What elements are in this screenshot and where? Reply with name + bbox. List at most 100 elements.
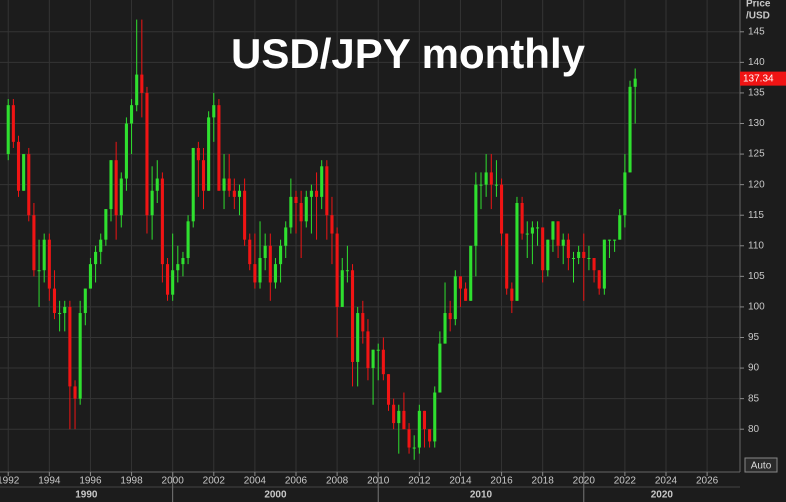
x-tick-label: 2012 bbox=[408, 476, 431, 487]
candle-body bbox=[500, 184, 504, 234]
candle-body bbox=[58, 313, 62, 315]
x-tick-label: 2026 bbox=[696, 476, 719, 487]
candle-body bbox=[602, 239, 606, 289]
candle-body bbox=[124, 123, 128, 179]
decade-label: 2000 bbox=[264, 490, 287, 501]
y-axis-title: Price bbox=[746, 0, 771, 10]
candle-body bbox=[212, 105, 216, 118]
candle-body bbox=[160, 178, 164, 265]
candle-body bbox=[176, 264, 180, 271]
candle-body bbox=[243, 190, 247, 240]
candle-body bbox=[268, 245, 272, 283]
candle-body bbox=[376, 349, 380, 351]
candle-body bbox=[263, 245, 267, 259]
x-tick-label: 1994 bbox=[38, 476, 61, 487]
candle-body bbox=[258, 258, 262, 283]
candle-body bbox=[397, 410, 401, 424]
candle-body bbox=[633, 78, 637, 87]
candle-body bbox=[88, 264, 92, 289]
x-tick-label: 2002 bbox=[203, 476, 226, 487]
last-price-label: 137.34 bbox=[743, 73, 774, 84]
x-tick-label: 1992 bbox=[0, 476, 20, 487]
candle-body bbox=[623, 172, 627, 216]
candle-body bbox=[458, 276, 462, 289]
y-tick-label: 140 bbox=[748, 57, 765, 68]
candle-body bbox=[42, 239, 46, 271]
candle-body bbox=[279, 245, 283, 265]
y-tick-label: 115 bbox=[748, 210, 764, 221]
y-tick-label: 100 bbox=[748, 302, 765, 313]
x-tick-label: 2014 bbox=[449, 476, 472, 487]
candle-body bbox=[191, 147, 195, 222]
candle-body bbox=[525, 233, 529, 235]
candle-body bbox=[417, 410, 421, 448]
candle-body bbox=[530, 227, 534, 234]
candle-body bbox=[592, 258, 596, 271]
x-tick-label: 2004 bbox=[244, 476, 267, 487]
x-tick-label: 2018 bbox=[532, 476, 555, 487]
candle-body bbox=[27, 154, 31, 216]
candle-body bbox=[253, 264, 257, 283]
chart-title: USD/JPY monthly bbox=[231, 30, 586, 77]
candle-body bbox=[561, 239, 565, 246]
y-axis-title: /USD bbox=[746, 11, 770, 22]
candle-body bbox=[494, 184, 498, 186]
x-tick-label: 2016 bbox=[490, 476, 513, 487]
candle-body bbox=[273, 264, 277, 283]
candle-body bbox=[222, 178, 226, 191]
candle-body bbox=[613, 239, 617, 241]
candle-body bbox=[330, 215, 334, 234]
candle-body bbox=[145, 92, 149, 216]
last-price-box bbox=[740, 71, 786, 86]
candle-body bbox=[150, 190, 154, 216]
candle-body bbox=[597, 270, 601, 289]
candle-body bbox=[438, 343, 442, 393]
candle-body bbox=[340, 270, 344, 307]
candle-body bbox=[520, 202, 524, 234]
candle-body bbox=[171, 270, 175, 295]
candle-body bbox=[16, 141, 21, 191]
candle-body bbox=[165, 264, 170, 295]
candle-body bbox=[181, 258, 185, 265]
candle-body bbox=[68, 306, 72, 387]
axes: 80 85 90 95 100 105 110 115 120 125 130 135 140 145 19… bbox=[0, 0, 765, 502]
decade-label: 2010 bbox=[470, 490, 493, 501]
auto-button-label[interactable]: Auto bbox=[751, 461, 772, 472]
candle-body bbox=[546, 239, 550, 271]
candle-body bbox=[186, 221, 190, 259]
candle-body bbox=[22, 154, 26, 191]
decade-label: 2020 bbox=[651, 490, 674, 501]
candle-body bbox=[366, 331, 370, 369]
y-tick-label: 135 bbox=[748, 88, 765, 99]
candle-body bbox=[315, 190, 319, 197]
y-tick-label: 130 bbox=[748, 118, 765, 129]
candle-body bbox=[510, 288, 514, 301]
candle-body bbox=[505, 233, 509, 289]
candle-body bbox=[587, 258, 591, 260]
candle-body bbox=[577, 251, 581, 259]
candle-body bbox=[345, 270, 349, 272]
y-tick-label: 80 bbox=[748, 424, 760, 435]
candle-body bbox=[350, 270, 355, 362]
candle-body bbox=[63, 306, 67, 314]
candle-body bbox=[99, 239, 103, 252]
candle-body bbox=[83, 288, 87, 314]
candle-body bbox=[618, 215, 622, 240]
candle-body bbox=[489, 172, 493, 185]
candle-body bbox=[412, 447, 416, 449]
x-tick-label: 1996 bbox=[79, 476, 102, 487]
candle-body bbox=[541, 227, 545, 271]
x-tick-label: 1998 bbox=[120, 476, 143, 487]
candle-body bbox=[155, 178, 159, 191]
candle-body bbox=[114, 160, 118, 216]
candle-body bbox=[309, 190, 313, 197]
candle-body bbox=[607, 239, 612, 241]
auto-button[interactable] bbox=[744, 457, 778, 473]
y-tick-label: 95 bbox=[748, 332, 760, 343]
candle-body bbox=[392, 404, 396, 424]
y-tick-label: 105 bbox=[748, 271, 765, 282]
candle-body bbox=[217, 105, 221, 191]
y-tick-label: 90 bbox=[748, 363, 760, 374]
candle-body bbox=[371, 349, 375, 369]
candle-body bbox=[196, 147, 200, 161]
